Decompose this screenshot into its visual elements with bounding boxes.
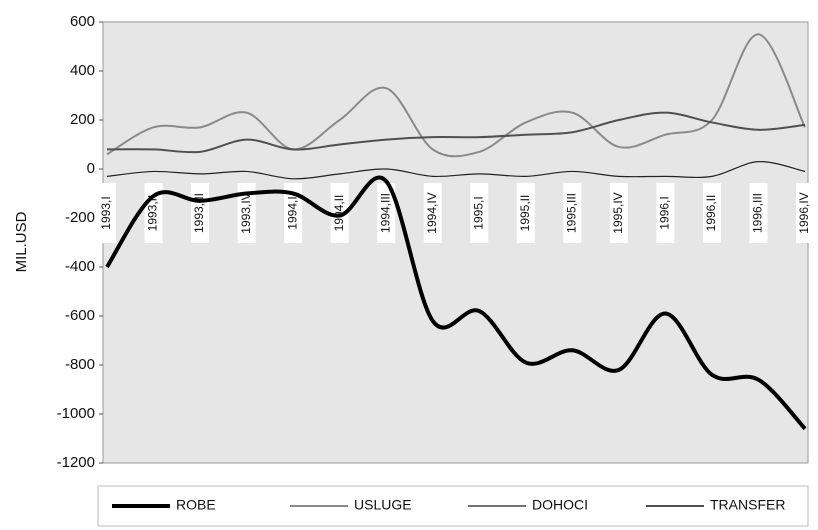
x-label-box [656,183,675,243]
x-tick-label: 1993,I [99,196,113,229]
x-label-box [749,183,768,243]
y-tick-label: -400 [65,258,95,275]
x-label-box [98,183,116,243]
series-line [105,175,807,431]
x-tick-label: 1994,III [378,193,392,233]
x-tick-label: 1996,III [751,193,765,233]
y-tick-label: 400 [70,62,95,79]
x-label-box [609,183,628,243]
y-tick-label: 0 [87,160,95,177]
x-label-box [423,183,442,243]
x-tick-label: 1995,III [565,193,579,233]
y-tick-label: 600 [70,13,95,30]
plot-area [102,21,809,464]
legend-label: ROBE [176,497,216,513]
y-tick-label: -800 [65,356,95,373]
x-tick-label: 1995,I [471,196,485,229]
y-tick-label: -600 [65,307,95,324]
legend-label: USLUGE [354,497,412,513]
x-tick-label: 1993,III [192,193,206,233]
x-tick-label: 1994,IV [425,192,439,233]
x-label-box [516,183,535,243]
x-tick-label: 1996,IV [797,192,811,233]
x-tick-label: 1995,II [518,195,532,232]
x-label-box [470,183,489,243]
y-tick-label: -1000 [57,405,95,422]
x-tick-label: 1993,II [146,195,160,232]
x-label-box [237,183,256,243]
legend-label: TRANSFER [710,497,785,513]
series-line [106,111,806,154]
x-tick-label: 1996,II [704,195,718,232]
series-line [106,33,806,158]
legend-label: DOHOCI [532,497,588,513]
y-axis-label: MIL.USD [13,211,30,272]
y-tick-label: -200 [65,209,95,226]
x-tick-label: 1996,I [658,196,672,229]
y-tick-label: -1200 [57,454,95,471]
x-label-box [377,183,396,243]
x-label-box [330,183,349,243]
x-tick-label: 1994,I [285,196,299,229]
x-label-box [796,183,814,243]
x-tick-label: 1995,IV [611,192,625,233]
series-line [106,161,806,180]
x-label-box [284,183,303,243]
x-tick-label: 1993,IV [239,192,253,233]
x-label-box [191,183,210,243]
x-label-box [702,183,721,243]
x-label-box [563,183,582,243]
y-tick-label: 200 [70,111,95,128]
x-tick-label: 1994,II [332,195,346,232]
